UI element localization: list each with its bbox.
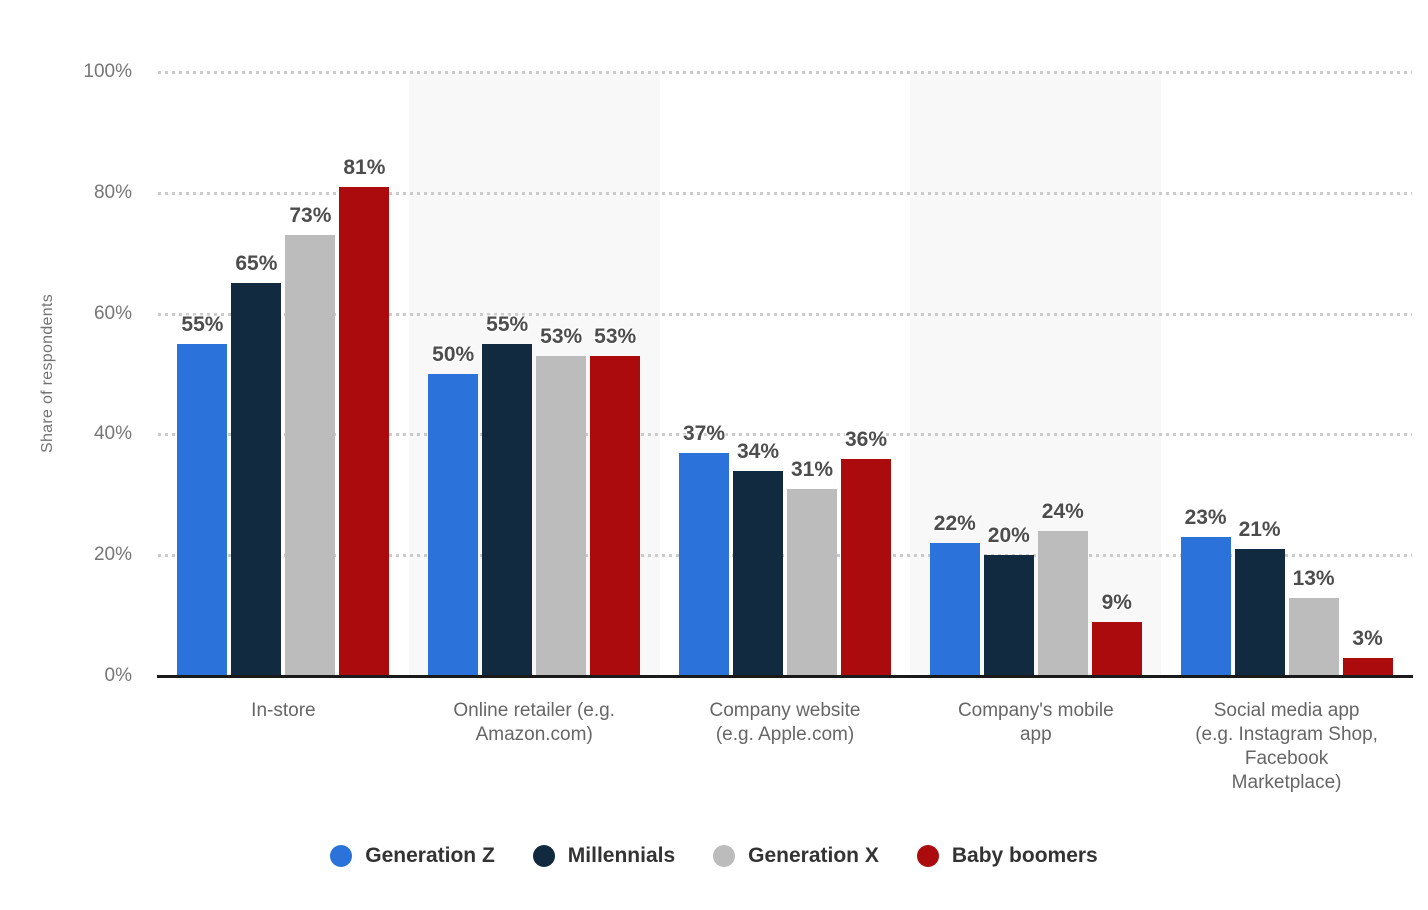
bar-generation-z-in-store (177, 343, 228, 676)
legend-label: Baby boomers (951, 844, 1098, 867)
value-label-millennials-online-retailer-e-g-amazon-com: 55% (486, 312, 529, 336)
legend-item-baby-boomers: Baby boomers (916, 844, 1098, 868)
bar-generation-z-social-media-app-e-g-instagram-shop-facebook-marketplace (1180, 537, 1231, 676)
value-label-millennials-social-media-app-e-g-instagram-shop-facebook-marketplace: 21% (1238, 518, 1281, 542)
y-tick-label: 40% (93, 423, 132, 445)
legend-marker-generation-z (330, 845, 353, 867)
gridline (158, 554, 1412, 558)
y-tick-label: 0% (104, 665, 132, 686)
bar-generation-z-company-s-mobile-app (929, 543, 980, 676)
legend-item-generation-z: Generation Z (330, 844, 495, 868)
bar-generation-x-company-website-e-g-apple-com (787, 488, 837, 676)
bar-millennials-social-media-app-e-g-instagram-shop-facebook-marketplace (1234, 549, 1285, 676)
y-tick-label: 20% (93, 544, 132, 566)
value-label-generation-z-company-website-e-g-apple-com: 37% (682, 421, 726, 445)
category-label-social-media-app-e-g-instagram-shop-facebook-marketplace: Social media app (e.g. Instagram Shop, F… (1195, 700, 1378, 793)
category-label-in-store: In-store (251, 700, 316, 721)
bar-baby-boomers-online-retailer-e-g-amazon-com (590, 355, 641, 676)
value-label-baby-boomers-company-website-e-g-apple-com: 36% (844, 427, 888, 451)
legend-label: Millennials (567, 844, 676, 867)
value-label-millennials-company-s-mobile-app: 20% (987, 524, 1030, 548)
value-label-generation-x-in-store: 73% (289, 204, 332, 228)
value-label-generation-x-company-website-e-g-apple-com: 31% (790, 457, 834, 481)
value-label-baby-boomers-in-store: 81% (343, 155, 386, 179)
bar-baby-boomers-company-s-mobile-app (1091, 621, 1142, 676)
category-label-company-s-mobile-app: Company's mobile app (957, 700, 1114, 745)
bar-generation-x-social-media-app-e-g-instagram-shop-facebook-marketplace (1288, 597, 1339, 676)
legend-label: Generation Z (365, 844, 495, 867)
value-label-baby-boomers-company-s-mobile-app: 9% (1101, 590, 1132, 614)
x-axis-line (157, 675, 1413, 678)
legend-item-generation-x: Generation X (713, 844, 879, 868)
value-label-millennials-in-store: 65% (235, 252, 278, 276)
value-label-generation-z-company-s-mobile-app: 22% (933, 512, 976, 536)
legend-marker-baby-boomers (916, 845, 939, 867)
value-label-baby-boomers-social-media-app-e-g-instagram-shop-facebook-marketplace: 3% (1352, 626, 1383, 650)
value-label-generation-x-social-media-app-e-g-instagram-shop-facebook-marketplace: 13% (1292, 566, 1335, 590)
legend-marker-millennials (532, 845, 555, 867)
bar-millennials-company-website-e-g-apple-com (733, 470, 783, 676)
value-label-generation-z-online-retailer-e-g-amazon-com: 50% (432, 343, 475, 366)
bar-generation-x-online-retailer-e-g-amazon-com (536, 355, 587, 676)
plot-area: 55% 65% 73% 81% 50% 55% 53% 53% 37% 34% 31% 36% 22% 2… (158, 71, 1412, 676)
legend-label: Generation X (748, 844, 879, 867)
y-tick-label: 80% (93, 181, 132, 203)
bar-millennials-company-s-mobile-app (983, 555, 1034, 676)
bar-generation-x-in-store (285, 235, 336, 676)
category-label-company-website-e-g-apple-com: Company website (e.g. Apple.com) (709, 700, 861, 745)
bar-baby-boomers-in-store (339, 186, 390, 676)
bar-generation-x-company-s-mobile-app (1037, 531, 1088, 676)
bar-baby-boomers-social-media-app-e-g-instagram-shop-facebook-marketplace (1342, 657, 1393, 676)
gridline (158, 433, 1412, 437)
gridline (158, 312, 1412, 316)
bar-generation-z-online-retailer-e-g-amazon-com (428, 374, 479, 676)
bar-baby-boomers-company-website-e-g-apple-com (841, 458, 891, 676)
bar-generation-z-company-website-e-g-apple-com (679, 452, 729, 676)
bar-millennials-online-retailer-e-g-amazon-com (482, 343, 533, 676)
value-label-generation-x-online-retailer-e-g-amazon-com: 53% (540, 324, 583, 348)
gridline (158, 71, 1412, 74)
gridline (158, 191, 1412, 195)
value-label-generation-z-social-media-app-e-g-instagram-shop-facebook-marketplace: 23% (1184, 506, 1227, 530)
legend: Generation Z Millennials Generation X Baby … (0, 844, 1428, 868)
y-axis-title: Share of respondents (39, 294, 56, 454)
y-tick-label: 100% (83, 61, 132, 82)
bar-millennials-in-store (231, 283, 282, 676)
legend-item-millennials: Millennials (532, 844, 676, 868)
value-label-generation-x-company-s-mobile-app: 24% (1041, 500, 1084, 523)
value-label-baby-boomers-online-retailer-e-g-amazon-com: 53% (594, 324, 637, 348)
y-tick-label: 60% (93, 302, 132, 324)
value-label-generation-z-in-store: 55% (181, 312, 224, 336)
legend-marker-generation-x (713, 845, 736, 867)
value-label-millennials-company-website-e-g-apple-com: 34% (736, 439, 780, 463)
category-label-online-retailer-e-g-amazon-com: Online retailer (e.g. Amazon.com) (453, 700, 615, 745)
